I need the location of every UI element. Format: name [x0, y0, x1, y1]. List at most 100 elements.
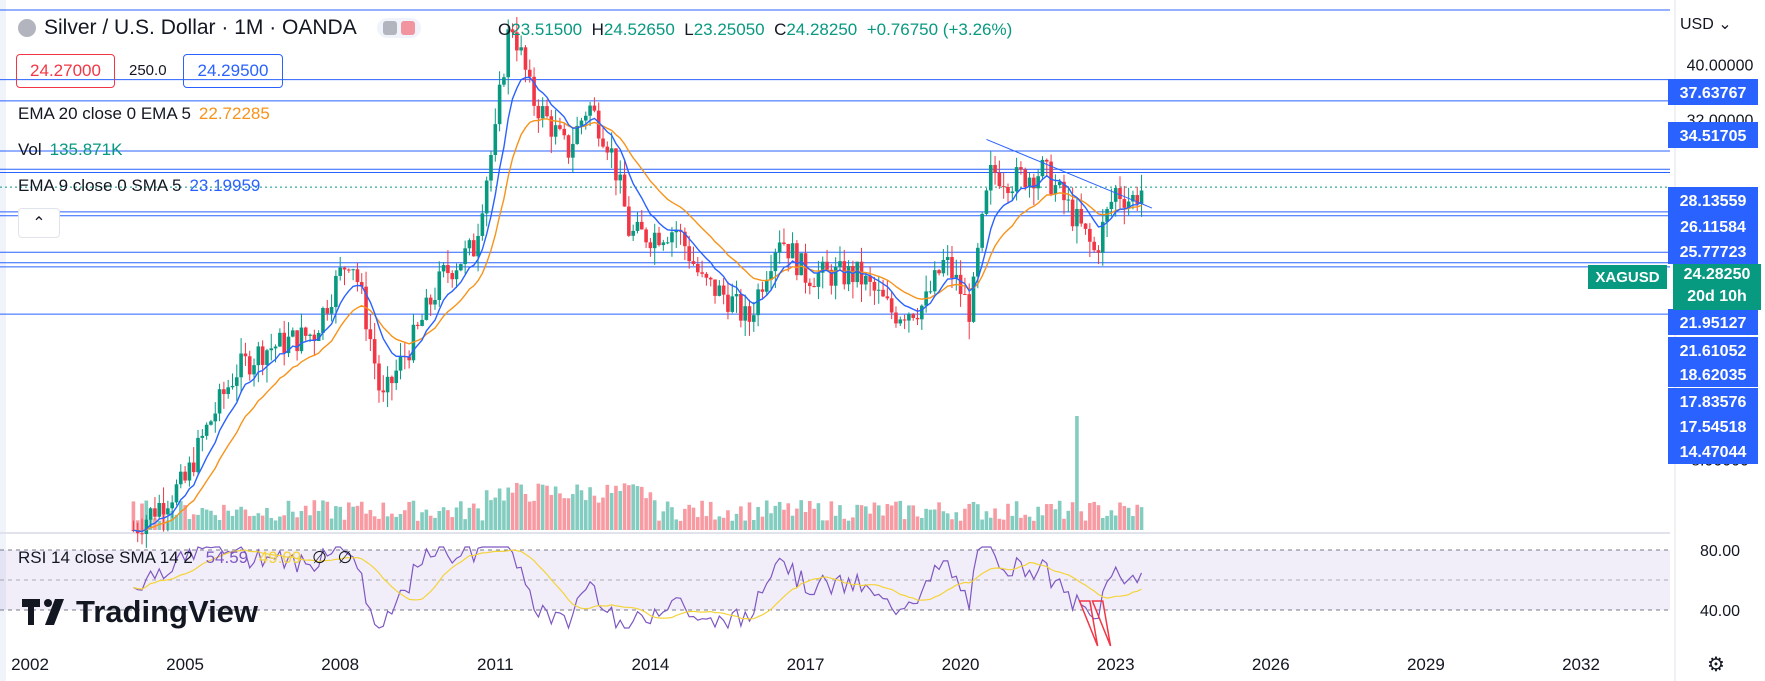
level-price-label: 18.62035: [1680, 367, 1747, 384]
sell-price-button[interactable]: 24.27000: [16, 54, 115, 88]
volume-bar: [803, 512, 808, 530]
volume-bar: [549, 494, 554, 530]
volume-bar: [833, 515, 838, 530]
volume-bar: [506, 487, 511, 530]
volume-bar: [377, 518, 381, 530]
volume-bar: [687, 504, 691, 530]
candle-body: [239, 353, 243, 378]
candle-body: [338, 267, 342, 276]
candle-body: [700, 272, 704, 274]
volume-bar: [355, 505, 360, 530]
volume-bar: [988, 517, 993, 530]
candle-body: [424, 297, 429, 320]
volume-bar: [316, 510, 321, 530]
volume-bar: [868, 513, 872, 530]
volume-bar: [209, 510, 213, 530]
candle-body: [377, 363, 381, 391]
chart-settings-icon[interactable]: ⚙: [1707, 654, 1725, 676]
candle-body: [915, 317, 920, 320]
rsi-legend[interactable]: RSI 14 close SMA 14 2 54.59 49.09 ∅ ∅: [18, 548, 353, 567]
volume-bar: [588, 487, 592, 530]
candle-body: [566, 135, 571, 158]
buy-price-button[interactable]: 24.29500: [183, 54, 283, 88]
candle-body: [1044, 159, 1049, 162]
candle-body: [622, 174, 627, 207]
volume-bar: [1014, 501, 1019, 530]
candle-body: [471, 240, 476, 257]
candle-body: [1131, 195, 1135, 202]
volume-bar: [497, 488, 502, 530]
candle-body: [627, 206, 631, 236]
candle-body: [1066, 199, 1071, 201]
candle-body: [773, 252, 778, 272]
volume-bar: [269, 518, 274, 530]
volume-bar: [256, 513, 261, 530]
volume-bar: [708, 501, 713, 530]
indicator-ema9[interactable]: EMA 9 close 0 SMA 5 23.19959: [18, 176, 261, 195]
candle-body: [644, 229, 648, 243]
volume-bar: [937, 502, 941, 530]
downtrend-line[interactable]: [986, 138, 1153, 209]
volume-bar: [631, 484, 635, 530]
rsi-sma-line: [133, 549, 1142, 620]
volume-bar: [609, 492, 614, 530]
candle-body: [260, 346, 265, 365]
level-price-label: 17.54518: [1680, 419, 1747, 436]
volume-bar: [183, 505, 187, 530]
volume-bar: [1139, 507, 1144, 530]
candle-body: [278, 332, 282, 347]
volume-bar: [1040, 515, 1045, 530]
collapse-indicators-button[interactable]: ⌃: [18, 208, 60, 238]
volume-bar: [1113, 515, 1118, 530]
candle-body: [614, 148, 618, 181]
volume-bar: [446, 510, 450, 530]
indicator-ema20[interactable]: EMA 20 close 0 EMA 5 22.72285: [18, 104, 270, 123]
candle-body: [920, 305, 924, 320]
market-status-icon[interactable]: [376, 18, 421, 38]
volume-bar: [820, 520, 825, 530]
candle-body: [230, 385, 235, 388]
candle-body: [704, 273, 709, 278]
volume-bar: [627, 485, 631, 530]
indicator-volume[interactable]: Vol 135.871K: [18, 140, 123, 159]
time-axis-label: 2020: [941, 655, 980, 674]
volume-bar: [428, 515, 433, 530]
candle-body: [648, 242, 653, 249]
volume-bar: [437, 510, 442, 530]
volume-bar: [704, 516, 709, 530]
candle-body: [691, 261, 696, 265]
volume-bar: [932, 509, 937, 530]
volume-bar: [286, 500, 291, 530]
volume-bar: [997, 518, 1002, 530]
symbol-title[interactable]: Silver / U.S. Dollar · 1M · OANDA: [18, 16, 421, 40]
candle-body: [1036, 176, 1040, 189]
volume-bar: [131, 501, 136, 530]
volume-bar: [674, 519, 679, 530]
candle-body: [299, 327, 304, 352]
volume-bar: [196, 514, 200, 530]
volume-bar: [403, 510, 407, 530]
volume-bar: [747, 502, 752, 530]
candle-body: [833, 267, 838, 286]
candle-body: [941, 259, 946, 274]
candle-body: [1040, 159, 1045, 177]
candle-body: [252, 365, 256, 375]
candle-body: [838, 261, 842, 268]
volume-bar: [639, 486, 644, 530]
candle-body: [433, 300, 437, 305]
level-price-label: 17.83576: [1680, 394, 1747, 411]
volume-bar: [364, 513, 368, 530]
volume-bar: [652, 500, 657, 530]
volume-bar: [424, 509, 429, 530]
candle-body: [428, 297, 433, 305]
candle-body: [601, 138, 605, 147]
candle-body: [1105, 209, 1109, 222]
candle-body: [398, 356, 403, 371]
candle-body: [928, 291, 933, 293]
candle-body: [605, 146, 610, 153]
current-price-tag: 24.28250 20d 10h: [1673, 264, 1761, 310]
candle-body: [351, 269, 355, 271]
currency-selector[interactable]: USD ⌄: [1680, 16, 1732, 33]
volume-bar: [596, 502, 601, 530]
